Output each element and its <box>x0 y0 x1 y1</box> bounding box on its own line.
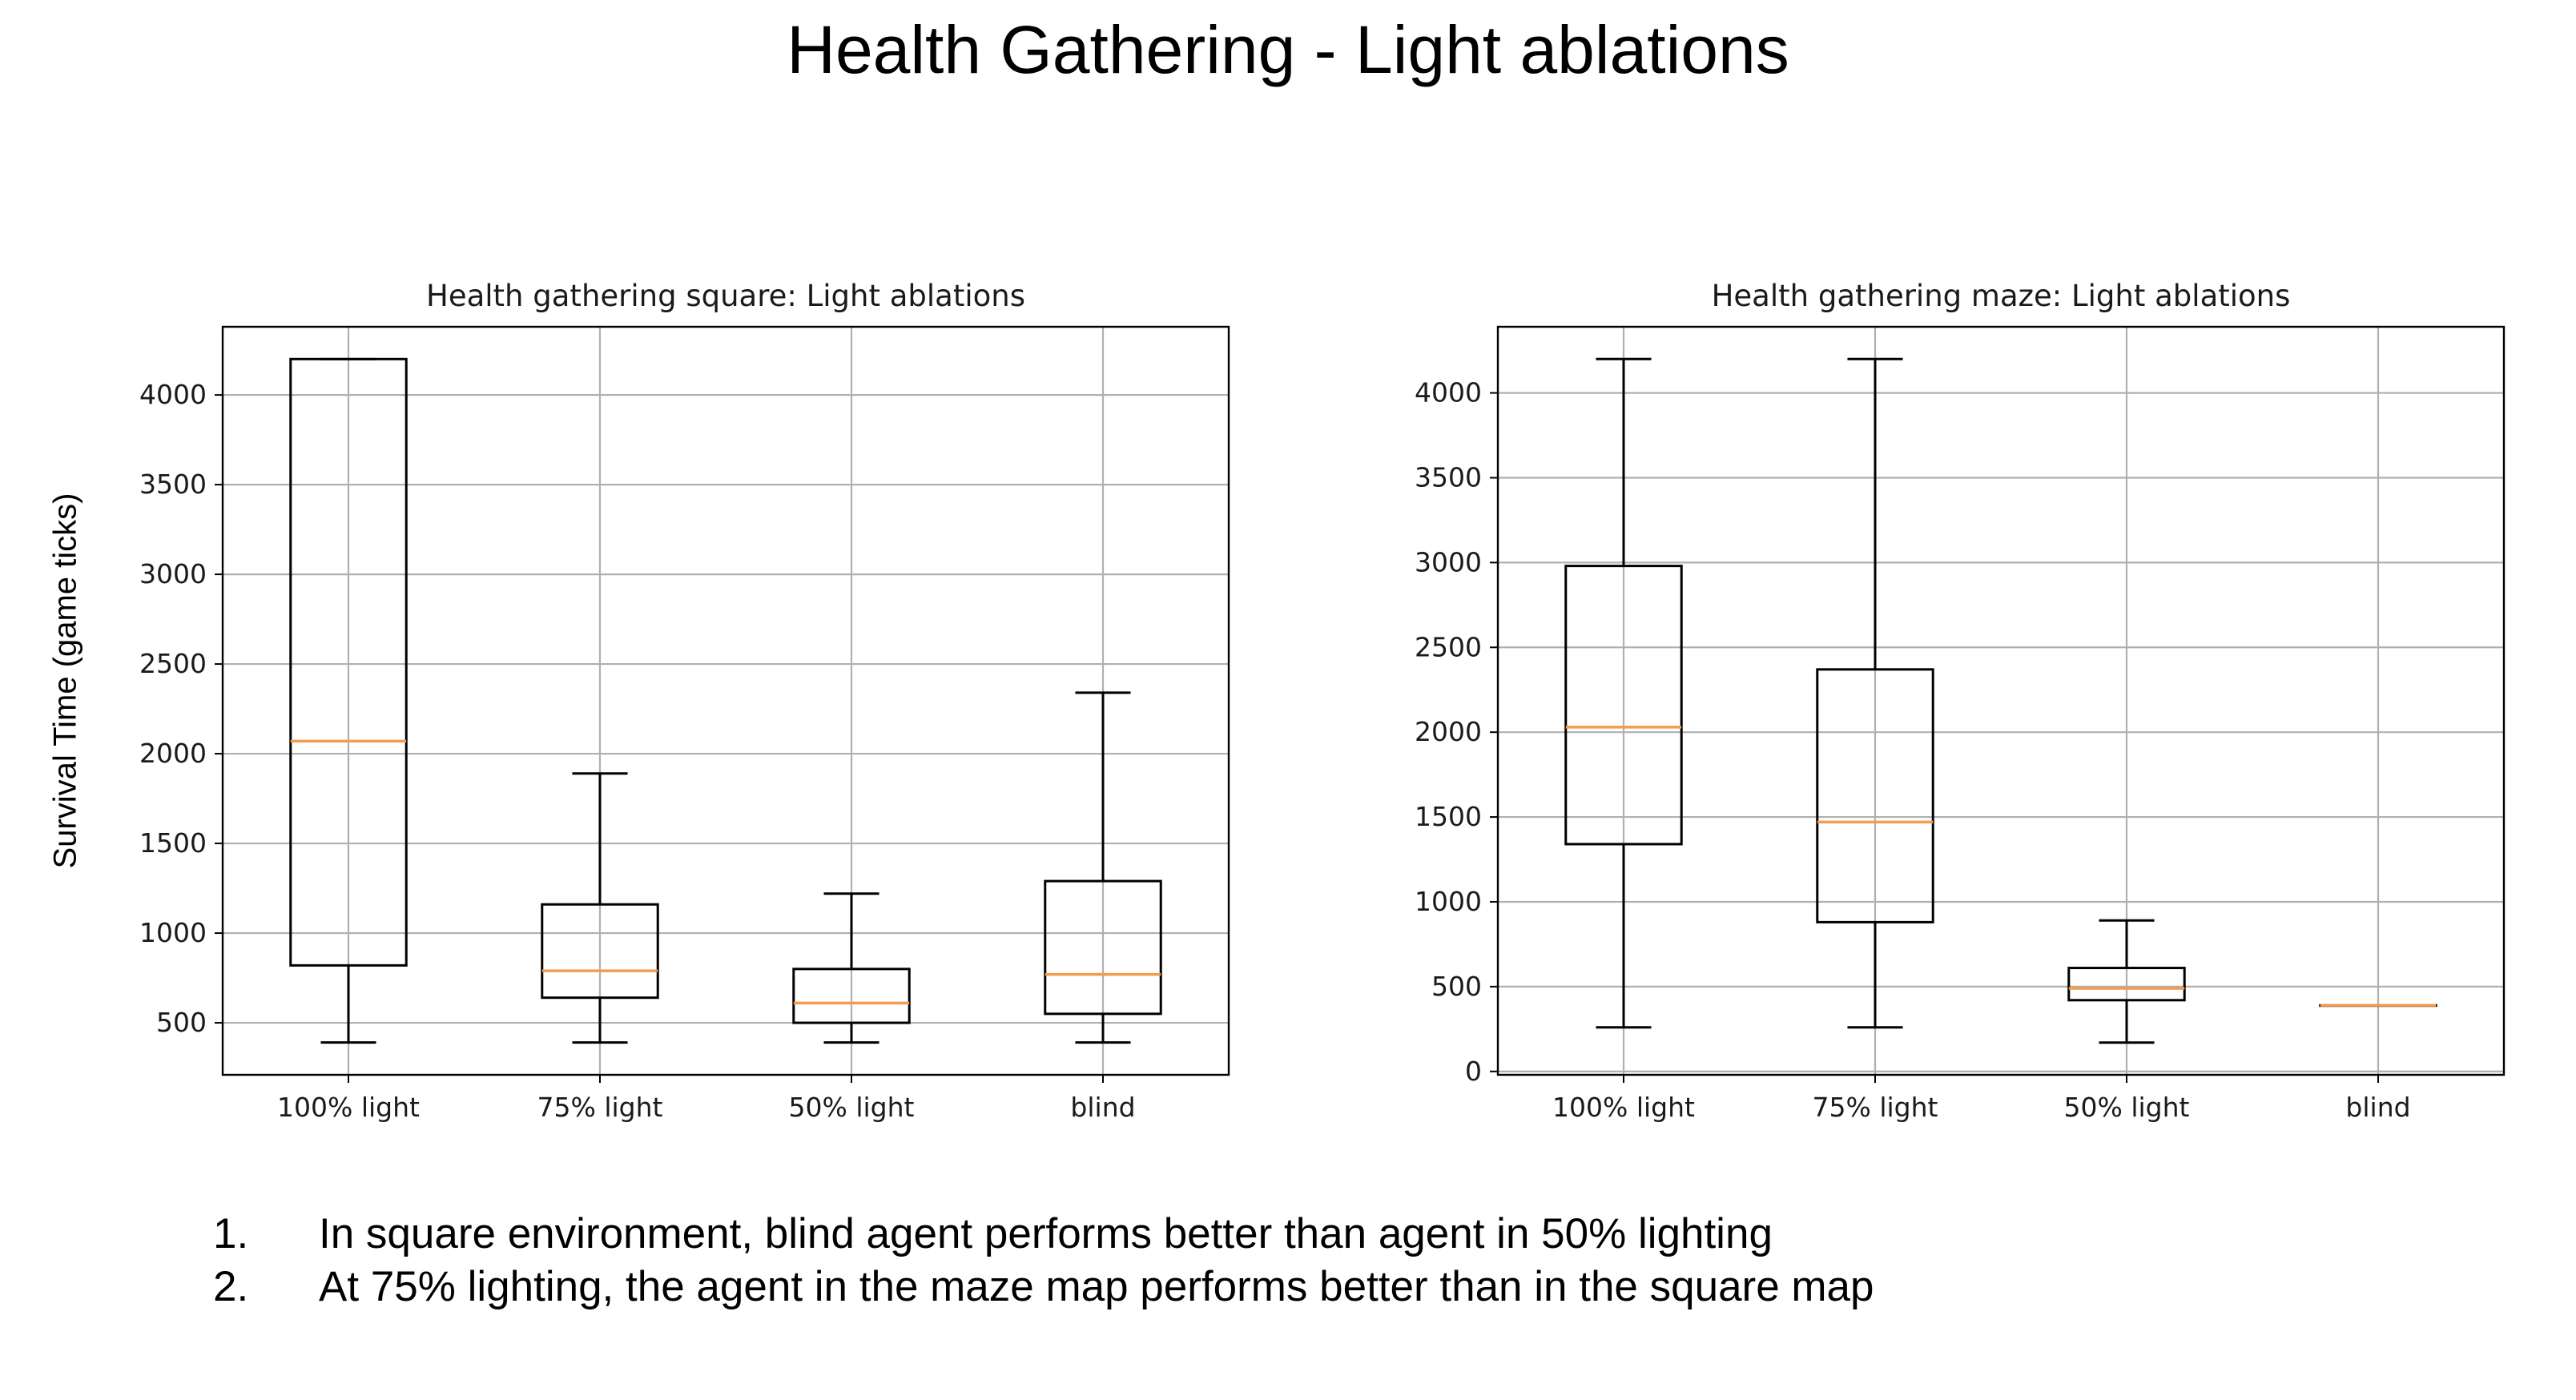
y-tick-label: 2500 <box>139 648 207 679</box>
x-tick-label: 75% light <box>1813 1092 1938 1123</box>
chart-square: 500 1000 1500 2000 2500 3000 3500 4000 100% ligh… <box>139 279 1230 1123</box>
y-tick-label: 3500 <box>1415 461 1482 493</box>
plot-frame <box>221 325 1230 1076</box>
x-tick-label: 50% light <box>2064 1092 2190 1123</box>
y-tick-label: 4000 <box>139 379 207 410</box>
box-iqr <box>541 903 659 1000</box>
box-iqr <box>792 968 911 1024</box>
x-tick-label: 50% light <box>789 1092 915 1123</box>
note-item: 2. At 75% lighting, the agent in the maz… <box>213 1261 1874 1314</box>
y-tick-label: 2500 <box>1415 631 1482 662</box>
slide-title: Health Gathering - Light ablations <box>787 12 1789 87</box>
box-iqr <box>1816 668 1934 923</box>
x-tick-label: 100% light <box>1552 1092 1695 1123</box>
note-item: 1. In square environment, blind agent pe… <box>213 1208 1874 1261</box>
chart-title: Health gathering square: Light ablations <box>426 279 1025 313</box>
x-tick-label: 100% light <box>277 1092 420 1123</box>
box-iqr <box>2067 967 2186 1002</box>
x-tick-label: blind <box>2345 1092 2410 1123</box>
y-tick-label: 1500 <box>139 827 207 859</box>
y-tick-label: 1000 <box>139 917 207 948</box>
chart-title: Health gathering maze: Light ablations <box>1712 279 2291 313</box>
x-tick-label: blind <box>1070 1092 1135 1123</box>
y-tick-label: 2000 <box>139 738 207 769</box>
note-number: 2. <box>213 1263 249 1310</box>
y-tick-label: 2000 <box>1415 716 1482 747</box>
note-text: At 75% lighting, the agent in the maze m… <box>319 1263 1874 1310</box>
y-tick-label: 1000 <box>1415 886 1482 917</box>
y-tick-label: 0 <box>1465 1056 1482 1087</box>
plot-frame <box>1496 325 2506 1076</box>
box-iqr <box>289 357 408 967</box>
note-text: In square environment, blind agent perfo… <box>319 1210 1773 1257</box>
note-number: 1. <box>213 1210 249 1257</box>
y-tick-label: 3500 <box>139 469 207 500</box>
y-tick-label: 4000 <box>1415 377 1482 408</box>
box-iqr <box>1564 565 1683 846</box>
y-tick-label: 500 <box>1431 971 1482 1002</box>
y-tick-label: 3000 <box>139 558 207 589</box>
chart-maze: 0 500 1000 1500 2000 2500 3000 3500 4000 100% lig… <box>1415 279 2506 1123</box>
box-iqr <box>1044 879 1162 1016</box>
y-tick-label: 1500 <box>1415 801 1482 832</box>
x-tick-label: 75% light <box>537 1092 663 1123</box>
y-tick-label: 3000 <box>1415 546 1482 577</box>
notes-list: 1. In square environment, blind agent pe… <box>213 1208 1874 1314</box>
y-tick-label: 500 <box>156 1007 207 1038</box>
